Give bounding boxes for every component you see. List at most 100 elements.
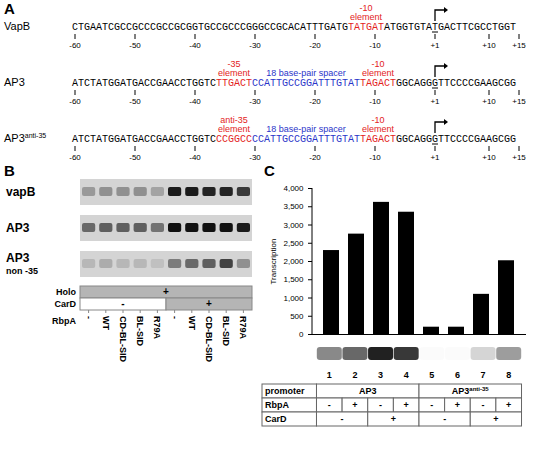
svg-text:5: 5: [429, 370, 434, 380]
svg-text:500: 500: [290, 312, 304, 321]
svg-text:7: 7: [481, 370, 486, 380]
svg-text:G: G: [510, 134, 516, 145]
svg-text:-10element: -10element: [362, 115, 395, 134]
svg-text:+: +: [506, 400, 511, 410]
svg-text:+: +: [352, 400, 357, 410]
svg-text:2,500: 2,500: [283, 239, 304, 248]
svg-text:-10: -10: [369, 153, 381, 162]
svg-text:-20: -20: [309, 153, 321, 162]
svg-text:6: 6: [455, 370, 460, 380]
svg-text:AP3anti-35: AP3anti-35: [4, 132, 46, 144]
svg-text:-60: -60: [69, 97, 81, 106]
svg-text:-10: -10: [369, 97, 381, 106]
svg-text:-20: -20: [309, 41, 321, 50]
svg-text:AP3: AP3: [6, 221, 30, 235]
svg-text:3: 3: [378, 370, 383, 380]
svg-text:CD-BL-SID: CD-BL-SID: [204, 316, 214, 362]
svg-text:CarD: CarD: [54, 299, 76, 309]
svg-text:BL-SID: BL-SID: [135, 316, 145, 346]
svg-text:vapB: vapB: [6, 185, 36, 199]
svg-text:0: 0: [299, 330, 304, 338]
svg-text:-: -: [328, 400, 331, 410]
svg-text:C: C: [264, 162, 275, 179]
svg-text:-10element: -10element: [350, 3, 383, 22]
svg-text:non -35: non -35: [6, 266, 38, 276]
svg-text:+15: +15: [512, 153, 526, 162]
html-text:C T G A A T C G C C G C C C G: C T G A A T C G C C G C C C G C C G C G …: [72, 22, 510, 33]
svg-text:+10: +10: [482, 41, 496, 50]
svg-text:4: 4: [404, 370, 409, 380]
svg-text:WT: WT: [187, 316, 197, 330]
svg-text:3,000: 3,000: [283, 221, 304, 230]
svg-text:CarD: CarD: [265, 414, 287, 424]
svg-text:RbpA: RbpA: [265, 400, 289, 410]
svg-text:-: -: [443, 414, 446, 424]
svg-text:+: +: [163, 286, 169, 297]
svg-text:-40: -40: [189, 41, 201, 50]
svg-text:WT: WT: [101, 316, 111, 330]
svg-text:-: -: [430, 400, 433, 410]
svg-text:-: -: [341, 414, 344, 424]
svg-text:+: +: [493, 414, 498, 424]
svg-text:2: 2: [352, 370, 357, 380]
svg-text:-10element: -10element: [362, 59, 395, 78]
svg-text:+1: +1: [430, 153, 440, 162]
svg-text:-50: -50: [129, 153, 141, 162]
svg-text:-: -: [121, 298, 124, 309]
svg-text:AP3: AP3: [6, 251, 30, 265]
svg-text:-: -: [170, 316, 180, 319]
svg-text:+1: +1: [430, 97, 440, 106]
svg-text:18 base-pair spacer: 18 base-pair spacer: [266, 68, 346, 78]
svg-text:AP3anti-35: AP3anti-35: [452, 386, 490, 396]
html-text:A T C T A T G G A T G A C C G: A T C T A T G G A T G A C C G A A C C T …: [72, 78, 510, 89]
svg-text:T: T: [510, 22, 516, 33]
svg-text:-30: -30: [249, 97, 261, 106]
svg-text:R79A: R79A: [238, 316, 248, 340]
svg-text:-: -: [482, 400, 485, 410]
svg-text:-60: -60: [69, 153, 81, 162]
svg-text:-: -: [379, 400, 382, 410]
svg-text:RbpA: RbpA: [52, 316, 76, 326]
svg-text:+: +: [391, 414, 396, 424]
svg-text:-50: -50: [129, 97, 141, 106]
svg-text:+: +: [455, 400, 460, 410]
svg-text:+1: +1: [430, 41, 440, 50]
svg-text:CD-BL-SID: CD-BL-SID: [118, 316, 128, 362]
svg-text:1,000: 1,000: [283, 294, 304, 303]
svg-text:A: A: [4, 0, 15, 17]
svg-text:AP3: AP3: [4, 76, 25, 88]
svg-text:-60: -60: [69, 41, 81, 50]
svg-text:3,500: 3,500: [283, 202, 304, 211]
svg-text:G: G: [510, 78, 516, 89]
svg-text:+15: +15: [512, 41, 526, 50]
svg-text:-40: -40: [189, 97, 201, 106]
svg-text:+15: +15: [512, 97, 526, 106]
svg-text:-40: -40: [189, 153, 201, 162]
svg-text:1,500: 1,500: [283, 275, 304, 284]
svg-text:-30: -30: [249, 153, 261, 162]
svg-text:Transcription: Transcription: [269, 239, 278, 285]
svg-text:-: -: [84, 316, 94, 319]
svg-text:+10: +10: [482, 153, 496, 162]
svg-text:-10: -10: [369, 41, 381, 50]
svg-text:-35element: -35element: [218, 59, 251, 78]
svg-text:+: +: [404, 400, 409, 410]
svg-text:8: 8: [506, 370, 511, 380]
svg-text:+10: +10: [482, 97, 496, 106]
svg-text:-20: -20: [309, 97, 321, 106]
svg-text:4,000: 4,000: [283, 184, 304, 193]
svg-text:18 base-pair spacer: 18 base-pair spacer: [266, 124, 346, 134]
svg-text:R79A: R79A: [152, 316, 162, 340]
svg-text:VapB: VapB: [4, 20, 30, 32]
svg-text:-50: -50: [129, 41, 141, 50]
svg-text:Holo: Holo: [56, 287, 76, 297]
svg-text:+: +: [206, 298, 212, 309]
svg-text:promoter: promoter: [265, 386, 305, 396]
svg-text:anti-35element: anti-35element: [218, 115, 251, 134]
svg-text:BL-SID: BL-SID: [221, 316, 231, 346]
svg-text:B: B: [4, 162, 15, 179]
svg-text:AP3: AP3: [359, 386, 377, 396]
svg-text:1: 1: [327, 370, 332, 380]
svg-text:2,000: 2,000: [283, 257, 304, 266]
svg-text:-30: -30: [249, 41, 261, 50]
